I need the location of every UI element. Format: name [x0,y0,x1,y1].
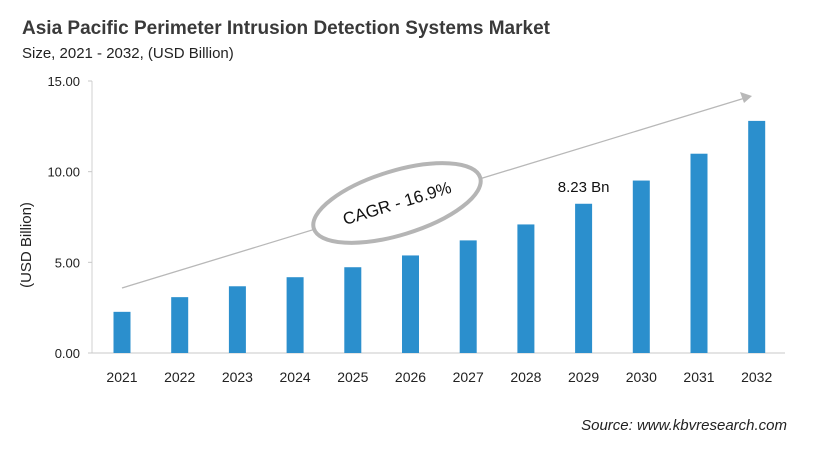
x-tick-label: 2026 [395,369,426,385]
data-label-2029: 8.23 Bn [558,179,610,196]
source-text: Source: www.kbvresearch.com [581,417,787,434]
chart-title: Asia Pacific Perimeter Intrusion Detecti… [22,18,550,39]
bar-2030 [632,180,650,353]
bar-2028 [517,224,535,353]
bar-2031 [690,153,708,353]
bar-2022 [171,297,189,353]
bar-2026 [402,255,419,353]
x-tick-label: 2030 [626,369,657,385]
cagr-ellipse [311,161,483,245]
x-tick-label: 2021 [106,369,137,385]
x-tick-label: 2023 [222,369,253,385]
bar-2032 [748,120,766,353]
y-tick-label: 15.00 [47,74,80,89]
chart-subtitle: Size, 2021 - 2032, (USD Billion) [22,45,234,62]
x-tick-label: 2031 [683,369,714,385]
bar-2024 [286,277,304,353]
x-tick-label: 2032 [741,369,772,385]
x-tick-label: 2028 [510,369,541,385]
bar-2023 [228,286,246,353]
x-tick-label: 2025 [337,369,368,385]
x-tick-label: 2022 [164,369,195,385]
x-tick-label: 2024 [280,369,311,385]
y-tick-label: 5.00 [55,255,80,270]
bar-2025 [344,267,362,353]
y-axis-label: (USD Billion) [18,202,35,288]
bar-2021 [113,311,131,353]
bar-2029 [575,203,593,353]
x-tick-label: 2029 [568,369,599,385]
x-tick-label: 2027 [453,369,484,385]
y-tick-label: 0.00 [55,346,80,361]
y-tick-label: 10.00 [47,165,80,180]
trend-arrowhead-icon [740,92,752,103]
bar-2027 [459,240,477,353]
